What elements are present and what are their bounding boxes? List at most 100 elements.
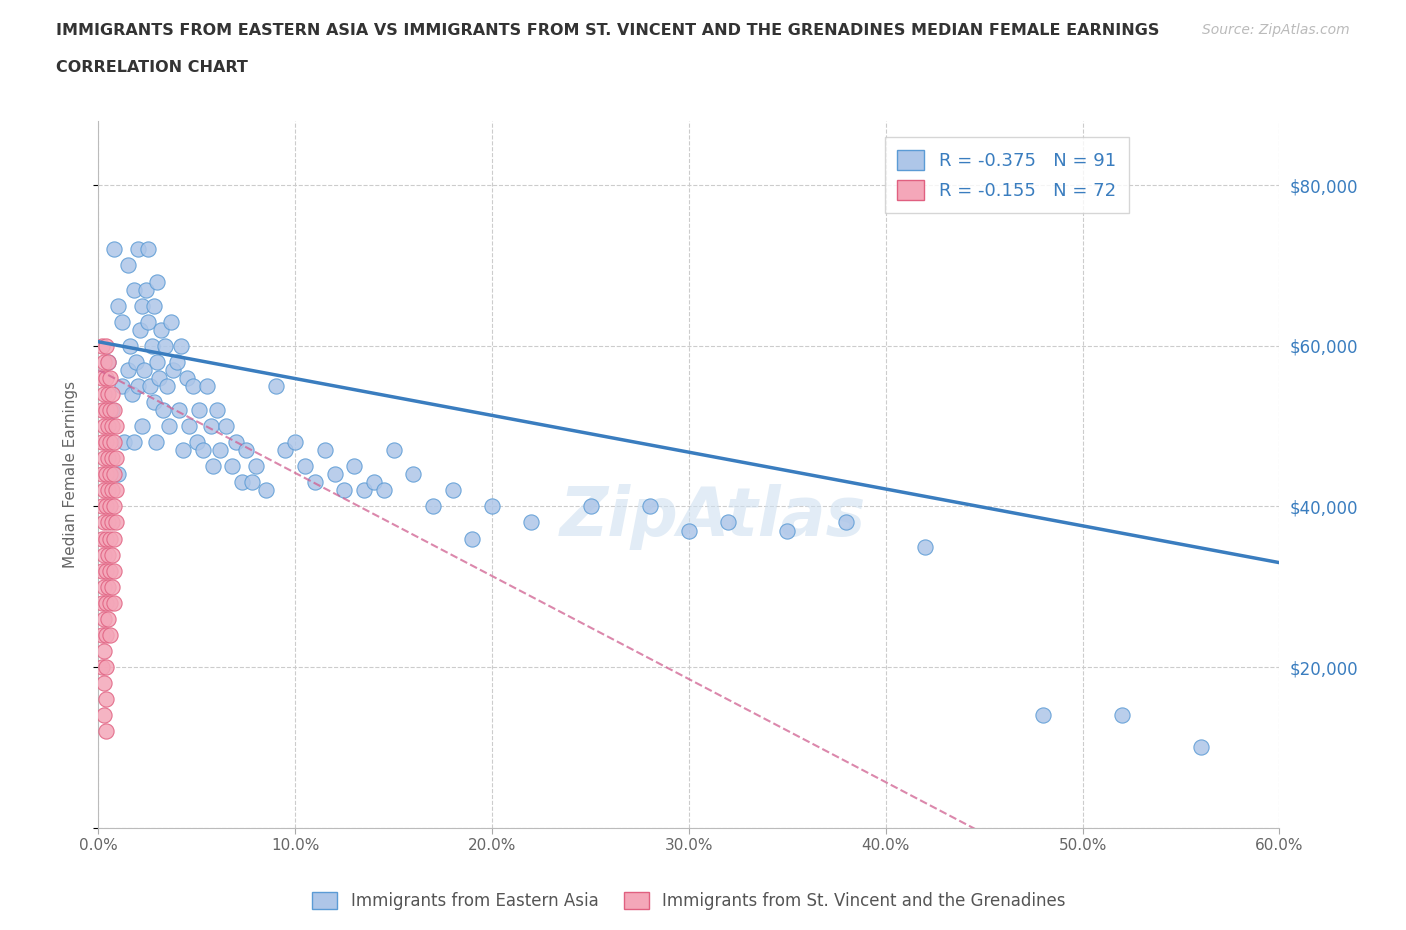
Point: [96, 628, 118, 643]
Point: [333, 483, 356, 498]
Point: [146, 274, 169, 289]
Y-axis label: Median Female Earnings: Median Female Earnings: [63, 380, 77, 568]
Point: [96, 403, 118, 418]
Point: [96, 339, 118, 353]
Point: [121, 387, 143, 402]
Point: [142, 299, 165, 313]
Point: [97, 483, 120, 498]
Point: [678, 523, 700, 538]
Point: [122, 282, 145, 297]
Point: [93, 387, 115, 402]
Point: [264, 379, 287, 393]
Point: [103, 564, 125, 578]
Point: [520, 515, 543, 530]
Point: [254, 483, 277, 498]
Text: IMMIGRANTS FROM EASTERN ASIA VS IMMIGRANTS FROM ST. VINCENT AND THE GRENADINES M: IMMIGRANTS FROM EASTERN ASIA VS IMMIGRAN…: [56, 23, 1160, 38]
Point: [93, 483, 115, 498]
Point: [97, 418, 120, 433]
Point: [245, 458, 267, 473]
Point: [579, 499, 602, 514]
Point: [93, 451, 115, 466]
Point: [187, 403, 209, 418]
Point: [638, 499, 661, 514]
Point: [284, 434, 307, 449]
Point: [132, 363, 155, 378]
Point: [96, 370, 118, 385]
Point: [835, 515, 858, 530]
Point: [177, 418, 200, 433]
Point: [136, 242, 159, 257]
Point: [96, 724, 118, 738]
Point: [91, 403, 114, 418]
Point: [1111, 708, 1133, 723]
Point: [93, 547, 115, 562]
Point: [136, 314, 159, 329]
Point: [150, 323, 173, 338]
Point: [353, 483, 375, 498]
Point: [382, 443, 405, 458]
Point: [1032, 708, 1054, 723]
Point: [148, 370, 170, 385]
Point: [103, 242, 125, 257]
Point: [97, 547, 120, 562]
Point: [170, 339, 193, 353]
Point: [481, 499, 503, 514]
Point: [118, 339, 141, 353]
Point: [97, 354, 120, 369]
Legend: Immigrants from Eastern Asia, Immigrants from St. Vincent and the Grenadines: Immigrants from Eastern Asia, Immigrants…: [307, 885, 1071, 917]
Point: [101, 403, 124, 418]
Point: [152, 403, 174, 418]
Point: [156, 379, 179, 393]
Point: [105, 451, 128, 466]
Point: [96, 531, 118, 546]
Point: [142, 394, 165, 409]
Point: [105, 483, 128, 498]
Point: [128, 323, 150, 338]
Point: [145, 434, 167, 449]
Point: [231, 475, 253, 490]
Point: [314, 443, 336, 458]
Point: [131, 418, 153, 433]
Point: [215, 418, 238, 433]
Text: ZipAtlas: ZipAtlas: [560, 484, 866, 550]
Point: [101, 387, 124, 402]
Point: [98, 531, 121, 546]
Point: [98, 467, 121, 482]
Point: [91, 339, 114, 353]
Point: [166, 354, 188, 369]
Point: [209, 443, 232, 458]
Point: [97, 387, 120, 402]
Point: [96, 692, 118, 707]
Point: [221, 458, 243, 473]
Point: [191, 443, 214, 458]
Point: [776, 523, 799, 538]
Point: [98, 499, 121, 514]
Point: [167, 403, 190, 418]
Point: [96, 467, 118, 482]
Point: [98, 403, 121, 418]
Point: [111, 314, 134, 329]
Point: [160, 314, 183, 329]
Point: [914, 539, 936, 554]
Point: [125, 354, 148, 369]
Point: [93, 354, 115, 369]
Point: [91, 659, 114, 674]
Point: [91, 628, 114, 643]
Point: [304, 475, 326, 490]
Point: [127, 379, 149, 393]
Point: [93, 611, 115, 626]
Point: [91, 499, 114, 514]
Point: [274, 443, 297, 458]
Point: [186, 434, 208, 449]
Point: [225, 434, 247, 449]
Point: [101, 483, 124, 498]
Point: [98, 370, 121, 385]
Point: [172, 443, 194, 458]
Point: [1189, 740, 1212, 755]
Point: [294, 458, 316, 473]
Point: [96, 499, 118, 514]
Point: [107, 467, 129, 482]
Point: [96, 434, 118, 449]
Point: [127, 242, 149, 257]
Point: [91, 370, 114, 385]
